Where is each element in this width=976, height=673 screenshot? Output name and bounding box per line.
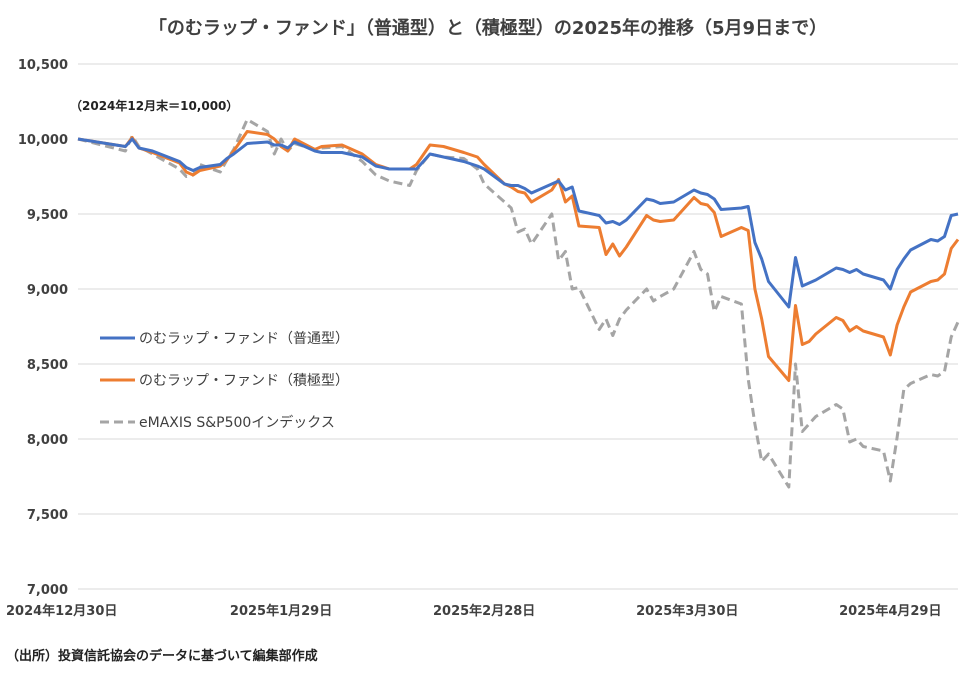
baseline-note: （2024年12月末＝10,000） — [70, 98, 238, 113]
grid-lines — [78, 63, 958, 590]
chart-title: 「のむラップ・ファンド」（普通型）と（積極型）の2025年の推移（5月9日まで） — [149, 17, 827, 39]
y-tick-label: 9,500 — [27, 208, 68, 223]
legend: のむラップ・ファンド（普通型） のむラップ・ファンド（積極型） eMAXIS S&P… — [100, 331, 349, 431]
legend-label-0: のむラップ・ファンド（普通型） — [139, 331, 349, 347]
series-line-2 — [77, 118, 960, 489]
series-line-0 — [77, 137, 959, 309]
x-tick-label: 2025年1月29日 — [230, 603, 332, 619]
x-axis-ticks: 2024年12月30日 2025年1月29日 2025年2月28日 2025年3月30… — [6, 603, 941, 619]
y-tick-label: 9,000 — [27, 283, 68, 298]
y-axis-ticks: 7,000 7,500 8,000 8,500 9,000 9,500 10,000 10,5… — [18, 58, 68, 598]
series-line-1 — [77, 130, 960, 382]
y-tick-label: 7,500 — [27, 508, 68, 523]
y-tick-label: 10,500 — [18, 58, 68, 73]
legend-label-2: eMAXIS S&P500インデックス — [139, 414, 335, 431]
x-tick-label: 2025年3月30日 — [636, 603, 738, 619]
series-group — [77, 118, 960, 489]
source-note: （出所）投資信託協会のデータに基づいて編集部作成 — [6, 648, 318, 664]
y-tick-label: 7,000 — [27, 583, 68, 598]
y-tick-label: 8,500 — [27, 358, 68, 373]
x-tick-label: 2025年4月29日 — [839, 603, 941, 619]
y-tick-label: 10,000 — [18, 133, 68, 148]
y-tick-label: 8,000 — [27, 433, 68, 448]
x-tick-label: 2024年12月30日 — [6, 603, 117, 619]
legend-label-1: のむラップ・ファンド（積極型） — [139, 373, 349, 389]
x-tick-label: 2025年2月28日 — [433, 603, 535, 619]
